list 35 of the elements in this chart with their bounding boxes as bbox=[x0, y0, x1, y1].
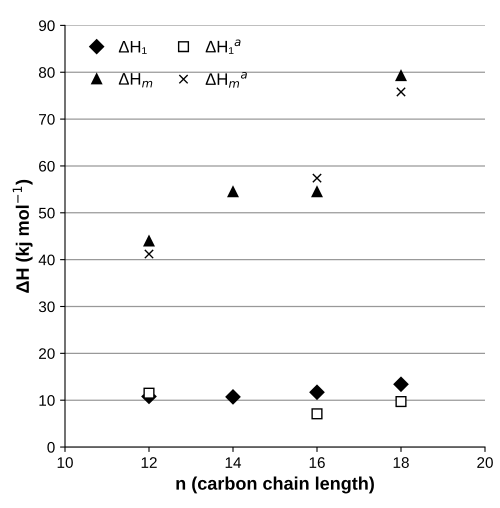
y-axis-title: ΔH (kj mol$^{−1}$) bbox=[12, 180, 33, 293]
y-tick-label: 10 bbox=[39, 395, 55, 406]
y-tick-label: 20 bbox=[39, 348, 55, 360]
y-tick-label: 90 bbox=[39, 20, 55, 32]
x-tick-label: 10 bbox=[58, 457, 73, 468]
y-tick-label: 70 bbox=[39, 114, 55, 125]
y-tick-label: 60 bbox=[39, 160, 55, 172]
point bbox=[144, 249, 154, 259]
x-tick-label: 20 bbox=[477, 457, 493, 468]
point bbox=[227, 186, 239, 198]
legend-label: ΔH₁ bbox=[118, 41, 147, 54]
x-tick-label: 12 bbox=[142, 457, 157, 468]
point bbox=[143, 388, 155, 399]
legend-label: ΔH₁$^{a}$ bbox=[206, 39, 240, 54]
point bbox=[311, 408, 323, 420]
y-tick-label: 40 bbox=[38, 254, 55, 266]
y-tick-label: 0 bbox=[47, 442, 55, 453]
point bbox=[143, 235, 155, 246]
x-tick-label: 14 bbox=[226, 457, 242, 468]
point bbox=[311, 186, 323, 198]
point bbox=[393, 376, 409, 392]
legend-label: ΔH$_{m}$$^{a}$ bbox=[206, 72, 247, 88]
x-tick-label: 16 bbox=[310, 457, 325, 468]
point bbox=[395, 70, 407, 82]
x-tick-label: 18 bbox=[394, 457, 409, 468]
y-tick-label: 30 bbox=[38, 301, 55, 312]
legend-label: ΔH$_{m}$ bbox=[118, 73, 152, 88]
point bbox=[309, 384, 325, 400]
point bbox=[395, 396, 407, 408]
point bbox=[225, 389, 241, 404]
x-axis-title: n (carbon chain length) bbox=[176, 476, 374, 494]
point bbox=[312, 173, 322, 183]
y-tick-label: 80 bbox=[38, 67, 55, 78]
point bbox=[396, 87, 406, 97]
y-tick-label: 50 bbox=[38, 208, 55, 218]
